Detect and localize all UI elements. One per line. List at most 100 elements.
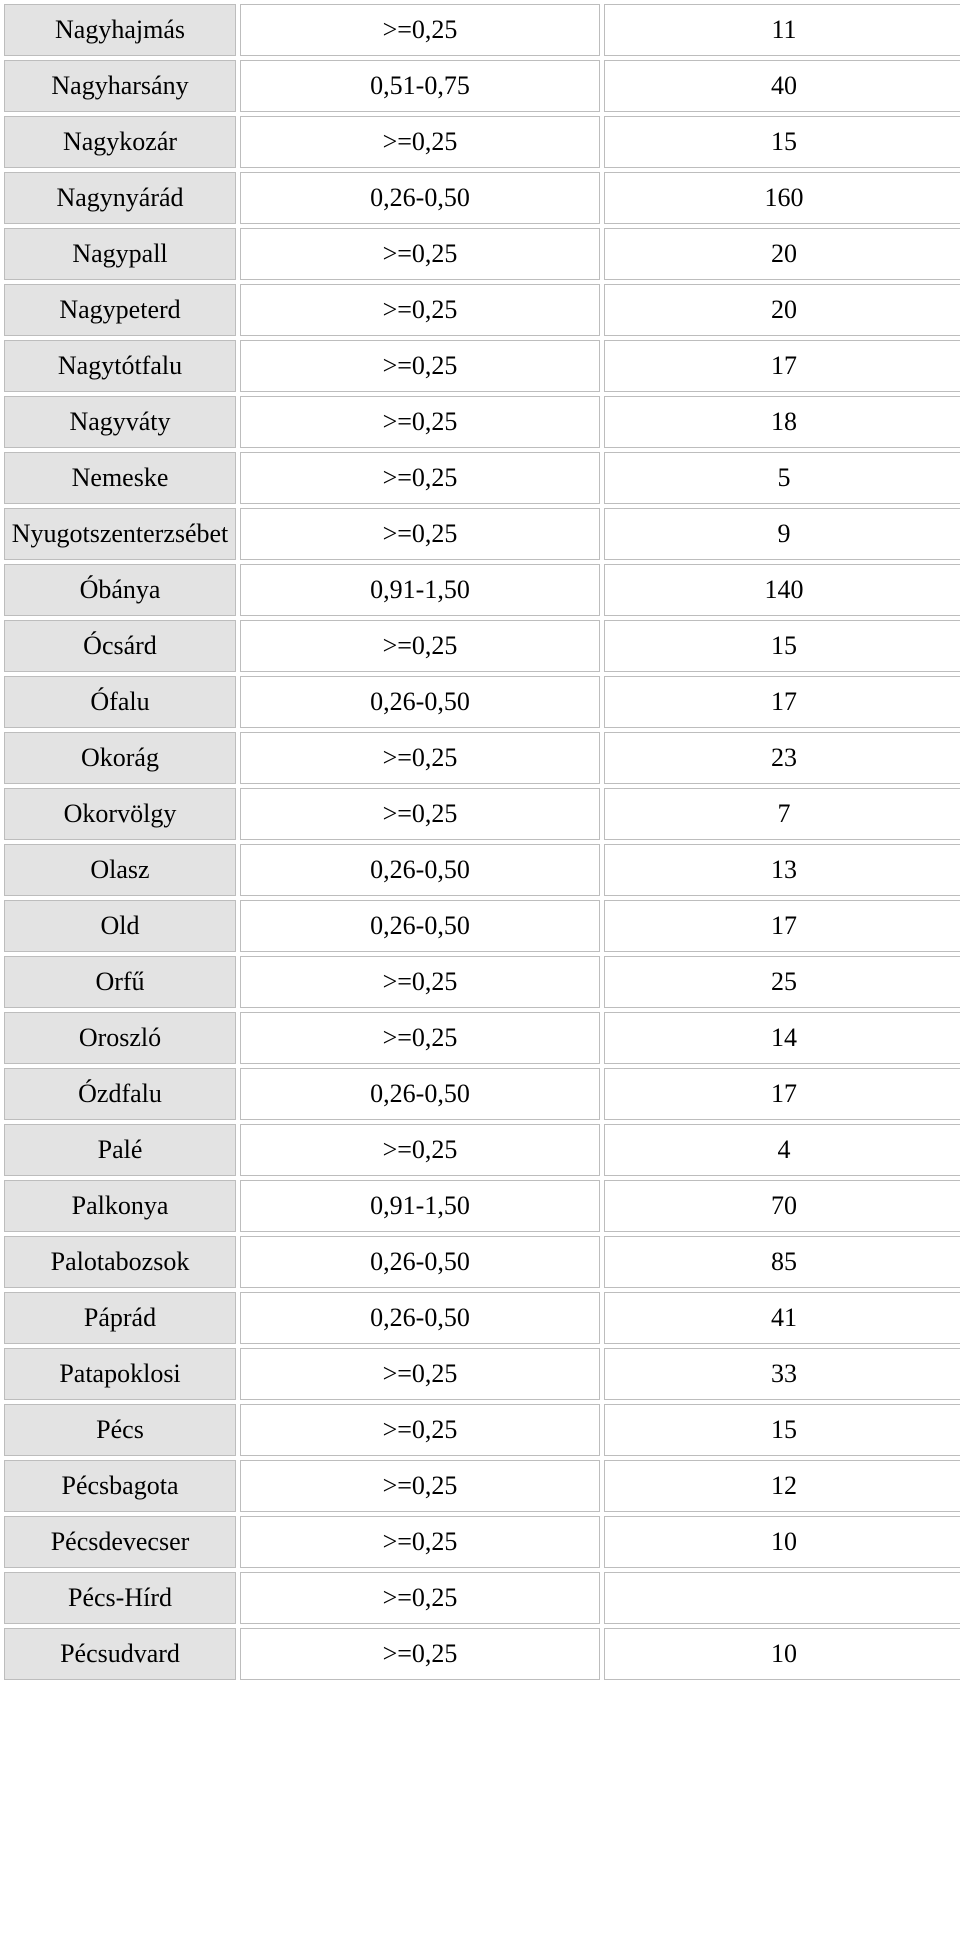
cell-name: Nagyváty [4, 396, 236, 448]
cell-range: >=0,25 [240, 1348, 600, 1400]
cell-value: 85 [604, 1236, 960, 1288]
cell-name: Nemeske [4, 452, 236, 504]
cell-value: 40 [604, 60, 960, 112]
table-row: Páprád0,26-0,5041 [4, 1292, 960, 1344]
table-row: Pécsudvard>=0,2510 [4, 1628, 960, 1680]
cell-range: 0,91-1,50 [240, 1180, 600, 1232]
cell-range: 0,51-0,75 [240, 60, 600, 112]
cell-value: 14 [604, 1012, 960, 1064]
cell-name: Ófalu [4, 676, 236, 728]
cell-range: >=0,25 [240, 508, 600, 560]
cell-value: 15 [604, 1404, 960, 1456]
cell-name: Palotabozsok [4, 1236, 236, 1288]
cell-range: >=0,25 [240, 1012, 600, 1064]
cell-range: >=0,25 [240, 1404, 600, 1456]
table-row: Nagynyárád0,26-0,50160 [4, 172, 960, 224]
cell-name: Orfű [4, 956, 236, 1008]
cell-name: Nagypall [4, 228, 236, 280]
cell-name: Olasz [4, 844, 236, 896]
table-row: Orfű>=0,2525 [4, 956, 960, 1008]
table-row: Olasz0,26-0,5013 [4, 844, 960, 896]
cell-name: Old [4, 900, 236, 952]
cell-value: 41 [604, 1292, 960, 1344]
cell-name: Oroszló [4, 1012, 236, 1064]
table-row: Ófalu0,26-0,5017 [4, 676, 960, 728]
table-row: Pécs-Hírd>=0,25 [4, 1572, 960, 1624]
cell-value: 140 [604, 564, 960, 616]
table-row: Pécsbagota>=0,2512 [4, 1460, 960, 1512]
table-row: Óbánya0,91-1,50140 [4, 564, 960, 616]
cell-name: Ócsárd [4, 620, 236, 672]
cell-name: Okorág [4, 732, 236, 784]
cell-name: Nagyharsány [4, 60, 236, 112]
table-row: Nagypeterd>=0,2520 [4, 284, 960, 336]
cell-range: >=0,25 [240, 284, 600, 336]
cell-name: Nagypeterd [4, 284, 236, 336]
cell-value [604, 1572, 960, 1624]
cell-range: 0,26-0,50 [240, 172, 600, 224]
cell-range: 0,26-0,50 [240, 1068, 600, 1120]
cell-value: 10 [604, 1516, 960, 1568]
table-row: Nagytótfalu>=0,2517 [4, 340, 960, 392]
cell-range: >=0,25 [240, 1460, 600, 1512]
cell-range: >=0,25 [240, 788, 600, 840]
table-row: Palé>=0,254 [4, 1124, 960, 1176]
table-row: Nagyhajmás>=0,2511 [4, 4, 960, 56]
cell-name: Pécsudvard [4, 1628, 236, 1680]
cell-name: Páprád [4, 1292, 236, 1344]
cell-name: Okorvölgy [4, 788, 236, 840]
table-row: Nemeske>=0,255 [4, 452, 960, 504]
cell-value: 7 [604, 788, 960, 840]
cell-range: >=0,25 [240, 956, 600, 1008]
cell-value: 11 [604, 4, 960, 56]
cell-range: >=0,25 [240, 116, 600, 168]
cell-range: 0,26-0,50 [240, 844, 600, 896]
table-row: Palotabozsok0,26-0,5085 [4, 1236, 960, 1288]
cell-name: Nagynyárád [4, 172, 236, 224]
table-row: Okorág>=0,2523 [4, 732, 960, 784]
cell-value: 23 [604, 732, 960, 784]
cell-name: Pécsdevecser [4, 1516, 236, 1568]
cell-name: Palé [4, 1124, 236, 1176]
cell-value: 17 [604, 340, 960, 392]
table-row: Ócsárd>=0,2515 [4, 620, 960, 672]
cell-range: >=0,25 [240, 4, 600, 56]
table-row: Nyugotszenterzsébet>=0,259 [4, 508, 960, 560]
table-row: Palkonya0,91-1,5070 [4, 1180, 960, 1232]
cell-name: Pécs [4, 1404, 236, 1456]
table-row: Nagyharsány0,51-0,7540 [4, 60, 960, 112]
table-row: Ózdfalu0,26-0,5017 [4, 1068, 960, 1120]
cell-value: 18 [604, 396, 960, 448]
cell-value: 4 [604, 1124, 960, 1176]
cell-name: Nagytótfalu [4, 340, 236, 392]
cell-name: Óbánya [4, 564, 236, 616]
cell-range: >=0,25 [240, 1124, 600, 1176]
cell-name: Palkonya [4, 1180, 236, 1232]
data-table: Nagyhajmás>=0,2511Nagyharsány0,51-0,7540… [0, 0, 960, 1684]
cell-range: >=0,25 [240, 620, 600, 672]
cell-value: 70 [604, 1180, 960, 1232]
cell-value: 9 [604, 508, 960, 560]
table-row: Patapoklosi>=0,2533 [4, 1348, 960, 1400]
table-row: Pécsdevecser>=0,2510 [4, 1516, 960, 1568]
table-row: Old0,26-0,5017 [4, 900, 960, 952]
cell-range: >=0,25 [240, 396, 600, 448]
cell-name: Ózdfalu [4, 1068, 236, 1120]
table-row: Nagykozár>=0,2515 [4, 116, 960, 168]
cell-range: >=0,25 [240, 1628, 600, 1680]
cell-value: 10 [604, 1628, 960, 1680]
cell-range: >=0,25 [240, 732, 600, 784]
cell-value: 12 [604, 1460, 960, 1512]
cell-value: 15 [604, 116, 960, 168]
cell-range: 0,91-1,50 [240, 564, 600, 616]
cell-value: 20 [604, 228, 960, 280]
cell-value: 33 [604, 1348, 960, 1400]
cell-value: 15 [604, 620, 960, 672]
cell-value: 160 [604, 172, 960, 224]
cell-value: 17 [604, 900, 960, 952]
cell-range: 0,26-0,50 [240, 1292, 600, 1344]
cell-value: 13 [604, 844, 960, 896]
table-row: Nagypall>=0,2520 [4, 228, 960, 280]
cell-range: 0,26-0,50 [240, 1236, 600, 1288]
cell-range: >=0,25 [240, 452, 600, 504]
